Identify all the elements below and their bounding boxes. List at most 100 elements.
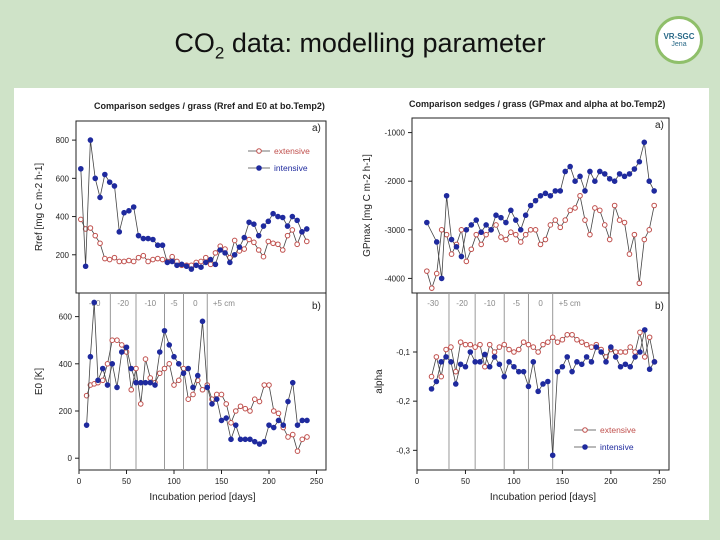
data-point-intensive (204, 384, 211, 391)
data-point-intensive (203, 259, 209, 266)
legend-marker-intensive (582, 444, 588, 450)
legend-label-intensive: intensive (274, 163, 308, 173)
data-point-intensive (198, 264, 204, 270)
data-point-intensive (622, 361, 629, 368)
data-point-intensive (611, 178, 618, 184)
data-point-intensive (142, 379, 149, 386)
data-point-extensive (266, 382, 272, 388)
y-axis-label: alpha (374, 369, 385, 394)
data-point-extensive (601, 222, 608, 228)
x-tick-label: 0 (77, 477, 82, 486)
data-point-intensive (621, 173, 628, 180)
data-point-extensive (483, 231, 489, 238)
chart-title: Comparison sedges / grass (Rref and E0 a… (94, 101, 325, 111)
data-point-intensive (527, 202, 534, 209)
y-axis-label: GPmax [mg C m-2 h-1] (362, 154, 373, 257)
data-point-intensive (646, 178, 653, 184)
data-point-extensive (627, 344, 634, 350)
data-point-extensive (646, 227, 653, 233)
data-point-extensive (140, 252, 147, 259)
data-point-intensive (171, 353, 177, 360)
data-point-intensive (135, 232, 142, 239)
data-point-extensive (545, 339, 551, 345)
data-point-extensive (458, 227, 465, 233)
x-tick-label: 100 (507, 477, 521, 486)
data-point-intensive (540, 381, 546, 387)
data-point-intensive (606, 175, 613, 182)
data-point-intensive (493, 212, 499, 219)
depth-label: -20 (456, 299, 468, 308)
data-point-extensive (473, 231, 480, 238)
title-rest: data: modelling parameter (224, 28, 546, 58)
data-point-extensive (251, 239, 257, 246)
x-axis-label: Incubation period [days] (149, 492, 255, 503)
data-point-extensive (583, 341, 590, 348)
y-tick-label: 200 (59, 407, 73, 416)
data-point-extensive (606, 236, 613, 243)
data-point-intensive (491, 354, 498, 360)
data-point-intensive (161, 327, 168, 334)
data-point-intensive (631, 166, 638, 172)
data-point-intensive (190, 384, 196, 391)
data-point-extensive (567, 207, 573, 214)
x-axis-label: Incubation period [days] (490, 492, 596, 503)
data-point-intensive (218, 417, 225, 424)
data-point-intensive (140, 235, 147, 242)
data-point-extensive (537, 241, 544, 248)
data-point-intensive (483, 222, 489, 228)
data-point-intensive (294, 422, 301, 428)
data-point-intensive (583, 354, 590, 360)
data-point-extensive (130, 258, 137, 265)
data-point-intensive (549, 452, 556, 459)
data-point-intensive (428, 386, 435, 392)
y-tick-label: 400 (56, 213, 70, 222)
data-point-intensive (251, 438, 258, 445)
data-point-intensive (562, 168, 569, 175)
x-tick-label: 50 (122, 477, 131, 486)
panel-ul: Comparison sedges / grass (Rref and E0 a… (34, 101, 327, 294)
data-point-extensive (443, 346, 449, 353)
panel-ll: b) E0 [K] 0 200 400 600 0 50 100 150 200 250 Incubat… (34, 292, 327, 503)
data-point-intensive (199, 318, 206, 325)
panel-label: a) (655, 120, 664, 131)
data-point-extensive (622, 349, 629, 355)
data-point-intensive (265, 218, 272, 225)
data-point-intensive (482, 351, 488, 358)
data-point-intensive (641, 327, 648, 333)
chart-title: Comparison sedges / grass (GPmax and alp… (409, 99, 665, 109)
data-point-extensive (641, 354, 648, 360)
data-point-intensive (261, 438, 268, 445)
data-point-intensive (567, 163, 573, 170)
data-point-intensive (289, 379, 296, 386)
data-point-intensive (284, 223, 291, 229)
data-point-extensive (185, 396, 192, 403)
x-tick-label: 250 (310, 477, 324, 486)
data-point-extensive (621, 219, 628, 226)
data-point-intensive (501, 373, 508, 380)
data-point-intensive (468, 222, 475, 228)
y-tick-label: 200 (56, 251, 70, 260)
y-tick-label: 400 (59, 360, 73, 369)
data-point-intensive (641, 139, 648, 146)
data-point-extensive (597, 207, 603, 214)
data-point-extensive (116, 258, 123, 265)
data-point-extensive (517, 239, 524, 245)
data-point-extensive (159, 256, 166, 263)
plot-frame (416, 292, 670, 471)
data-point-extensive (255, 247, 262, 253)
title-subscript: 2 (214, 43, 225, 63)
data-point-extensive (133, 365, 139, 372)
data-point-intensive (275, 417, 282, 424)
data-point-intensive (554, 368, 561, 375)
data-point-extensive (118, 342, 125, 348)
data-point-intensive (109, 361, 116, 367)
data-point-intensive (601, 171, 608, 177)
data-point-extensive (472, 344, 478, 350)
data-point-intensive (207, 256, 214, 263)
depth-label: -20 (117, 299, 129, 308)
series-line-intensive (431, 329, 655, 456)
data-point-extensive (237, 403, 244, 410)
data-point-intensive (503, 219, 509, 226)
data-point-intensive (467, 349, 474, 355)
data-point-intensive (232, 422, 239, 428)
